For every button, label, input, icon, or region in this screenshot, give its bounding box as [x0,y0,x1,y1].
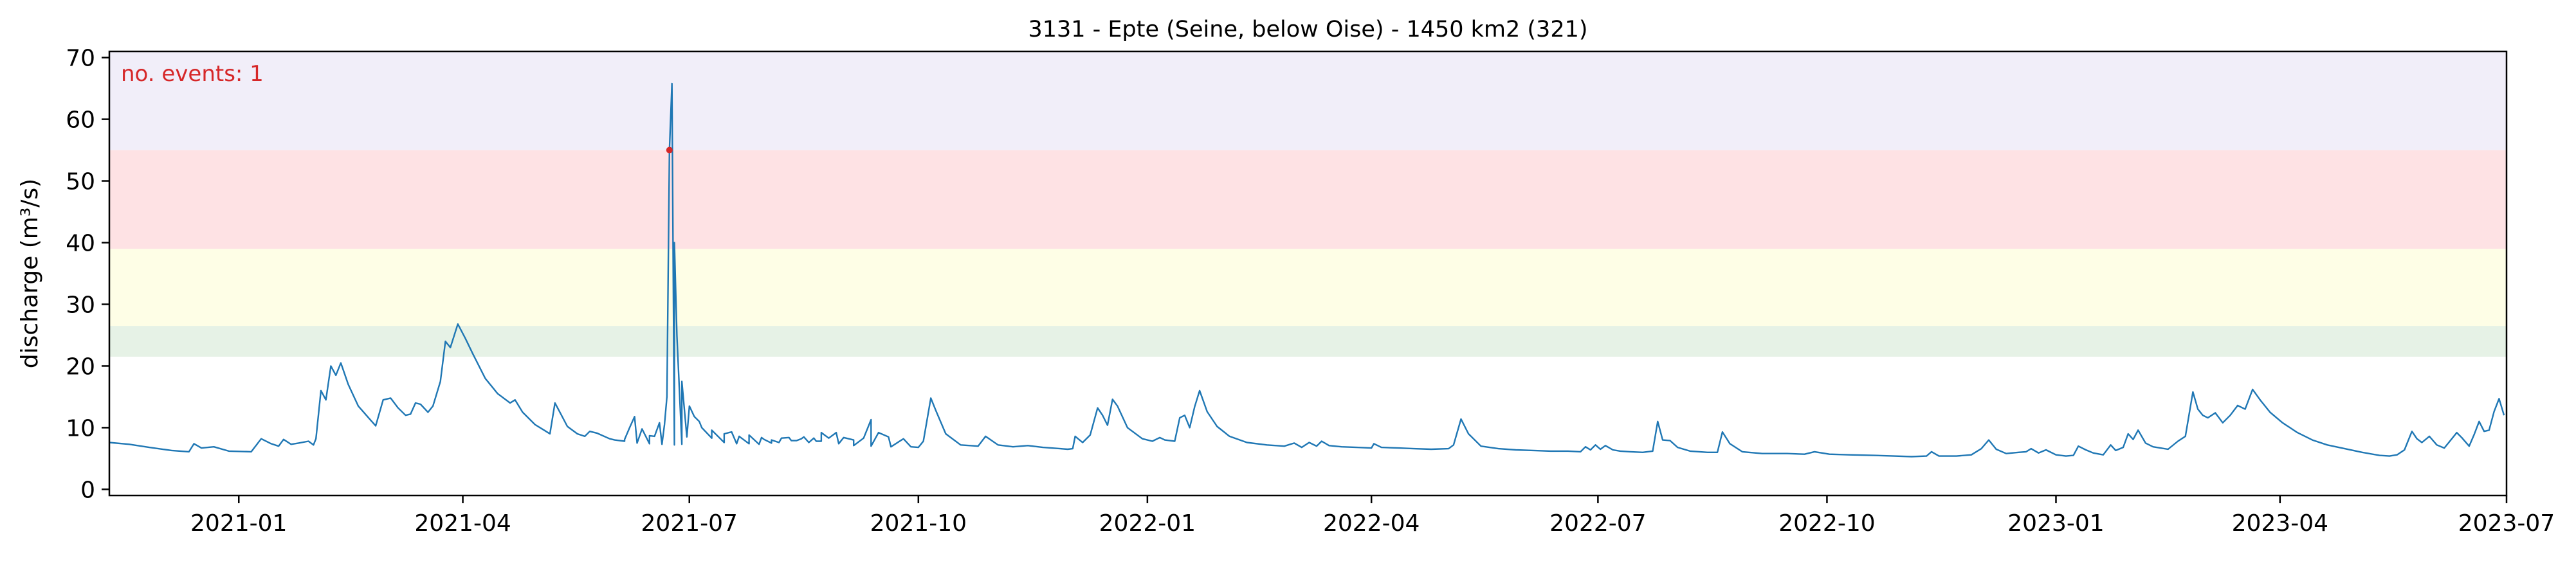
y-axis: 0 10 20 30 40 50 60 70 [66,46,109,503]
threshold-band-4 [109,51,2507,150]
x-tick-label: 2021-10 [870,510,967,537]
event-marker-1 [666,147,673,154]
x-tick-label: 2023-01 [2007,510,2104,537]
events-layer [666,147,673,154]
x-axis: 2021-01 2021-04 2021-07 2021-10 2022-01 2022-… [190,496,2555,537]
threshold-band-1 [109,326,2507,357]
y-tick-label: 60 [66,107,95,134]
x-tick-label: 2021-04 [414,510,511,537]
x-tick-label: 2022-01 [1099,510,1196,537]
threshold-band-3 [109,150,2507,249]
y-tick-label: 50 [66,169,95,195]
y-tick-label: 10 [66,415,95,442]
x-tick-label: 2022-04 [1323,510,1420,537]
threshold-band-2 [109,249,2507,326]
x-tick-label: 2021-07 [641,510,738,537]
discharge-line-1 [109,82,2505,458]
chart-title: 3131 - Epte (Seine, below Oise) - 1450 k… [1028,17,1587,42]
x-tick-label: 2023-07 [2458,510,2555,537]
x-tick-label: 2021-01 [190,510,287,537]
y-tick-label: 20 [66,353,95,380]
y-tick-label: 40 [66,231,95,257]
threshold-bands [109,51,2507,357]
x-tick-label: 2022-07 [1549,510,1646,537]
x-tick-label: 2022-10 [1778,510,1875,537]
series-layer [109,82,2505,458]
y-tick-label: 70 [66,46,95,72]
y-axis-label: discharge (m³/s) [17,179,43,368]
x-tick-label: 2023-04 [2232,510,2328,537]
plot-frame [108,50,2508,497]
events-count-annotation: no. events: 1 [121,61,264,87]
y-tick-label: 0 [80,477,95,503]
y-tick-label: 30 [66,292,95,318]
